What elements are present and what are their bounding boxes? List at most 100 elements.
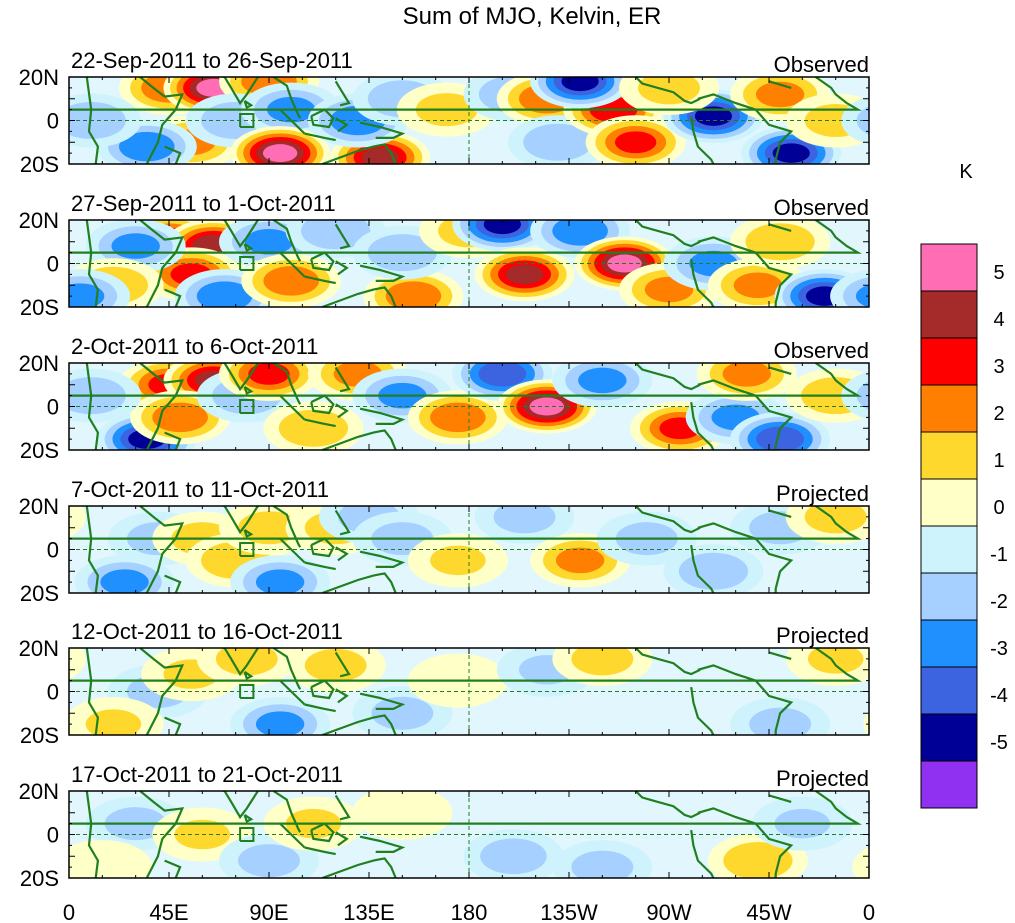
coastline: [272, 363, 302, 405]
colorbar-swatch: [920, 619, 978, 668]
coastline: [69, 220, 862, 254]
colorbar-label: 1: [993, 450, 1004, 472]
anomaly-contour: [561, 77, 599, 92]
anomaly-contour: [238, 511, 300, 545]
coastline: [690, 116, 715, 164]
coastline: [321, 429, 397, 450]
anomaly-contour: [385, 281, 442, 307]
coastline: [321, 714, 397, 735]
y-tick-label: 20S: [20, 866, 59, 891]
coastline: [768, 509, 792, 518]
anomaly-blob: [230, 697, 331, 735]
anomaly-contour: [69, 840, 153, 878]
anomaly-blob: [407, 533, 508, 588]
coastline: [85, 648, 100, 735]
colorbar-label: 5: [993, 262, 1004, 284]
anomaly-contour: [852, 847, 869, 878]
panel-status: Projected: [776, 481, 869, 506]
coastline: [243, 528, 254, 539]
x-tick-label: 90E: [249, 900, 288, 923]
coastline: [335, 546, 349, 562]
anomaly-contour: [483, 220, 521, 235]
y-tick-label: 0: [47, 109, 59, 134]
coastline: [634, 506, 701, 534]
anomaly-contour: [301, 220, 371, 250]
coastline: [69, 791, 862, 825]
coastline: [690, 544, 715, 593]
anomaly-contour: [493, 506, 556, 534]
coastline: [164, 431, 182, 450]
coastline: [279, 251, 306, 278]
coastline: [690, 401, 715, 450]
coastline: [335, 260, 349, 276]
anomaly-contour: [733, 272, 783, 299]
y-tick-label: 20S: [20, 581, 59, 606]
coastline: [334, 80, 351, 107]
anomaly-contour: [571, 850, 634, 878]
anomaly-contour: [571, 648, 634, 676]
reference-box: [239, 399, 255, 414]
colorbar-label: -5: [990, 732, 1008, 754]
anomaly-blob: [552, 363, 653, 408]
coastline: [272, 648, 302, 690]
colorbar-label: 0: [993, 497, 1004, 519]
coastline: [335, 117, 349, 133]
anomaly-contour: [523, 123, 593, 161]
coastline: [304, 561, 336, 571]
panel-5: 20N 0 20S 12-Oct-2011 to 16-Oct-2011 Project…: [19, 619, 870, 748]
anomaly-contour: [430, 402, 486, 433]
x-tick-label: 90W: [646, 900, 691, 923]
y-tick-label: 20N: [19, 779, 59, 804]
reference-box: [239, 684, 255, 699]
anomaly-blob: [619, 77, 719, 115]
panel-status: Projected: [776, 623, 869, 648]
colorbar-label: -1: [990, 544, 1008, 566]
coastline: [634, 648, 701, 676]
coastline: [243, 242, 254, 252]
colorbar-swatch: [920, 525, 978, 574]
anomaly-blob: [352, 791, 453, 840]
anomaly-blob: [230, 126, 331, 164]
coastline: [279, 537, 306, 564]
anomaly-blob: [585, 115, 686, 164]
coastline: [690, 258, 715, 307]
anomaly-blob: [69, 506, 869, 544]
coastline: [164, 716, 182, 735]
anomaly-contour: [804, 506, 867, 534]
anomaly-contour: [69, 506, 86, 537]
anomaly-blob: [663, 544, 764, 593]
coastline: [85, 220, 100, 307]
coastline: [164, 574, 182, 593]
panel-2: 20N 0 20S 27-Sep-2011 to 1-Oct-2011 Observed: [19, 191, 870, 320]
coastlines: [69, 648, 862, 735]
anomaly-contour: [723, 842, 793, 878]
coastline: [197, 220, 259, 249]
anomaly-contour: [263, 266, 319, 296]
coastline: [335, 403, 349, 419]
y-tick-label: 20N: [19, 208, 59, 233]
anomaly-contour: [278, 409, 349, 447]
anomaly-blob: [69, 648, 869, 686]
anomaly-contour: [855, 284, 869, 307]
colorbar-swatch: [920, 713, 978, 762]
panel-date-range: 7-Oct-2011 to 11-Oct-2011: [71, 477, 329, 502]
anomaly-blob: [530, 77, 631, 109]
anomaly-contour: [555, 547, 605, 574]
panel-1: 20N 0 20S 22-Sep-2011 to 26-Sep-2011 Observe…: [19, 48, 870, 177]
colorbar-unit: K: [959, 161, 973, 183]
coastlines: [69, 220, 862, 307]
colorbar-label: -2: [990, 591, 1008, 613]
coastline: [321, 572, 397, 593]
coastline: [634, 363, 701, 391]
coastline: [321, 286, 397, 307]
reference-box: [239, 542, 255, 557]
anomaly-contour: [118, 131, 175, 162]
anomaly-blob: [552, 840, 653, 878]
anomaly-contour: [856, 381, 869, 410]
coastlines: [69, 77, 862, 164]
colorbar-swatch: [920, 290, 978, 339]
anomaly-blob: [69, 840, 869, 878]
coastlines: [69, 791, 862, 878]
coastline: [768, 794, 792, 803]
y-tick-label: 0: [47, 680, 59, 705]
